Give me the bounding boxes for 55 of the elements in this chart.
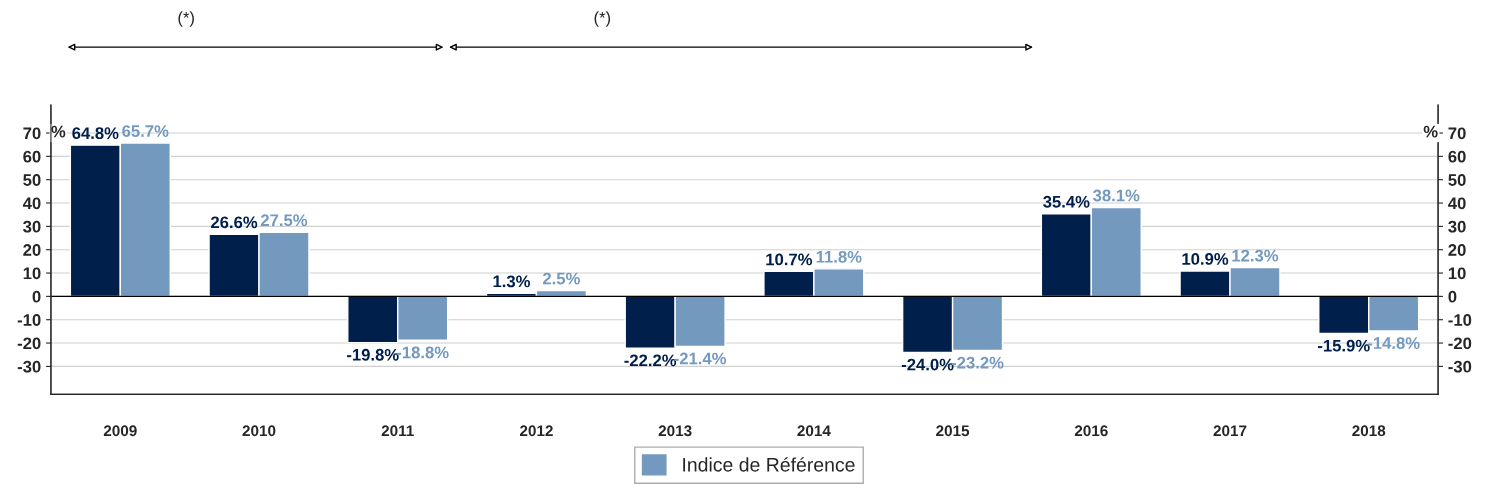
y-tick-label: 70 <box>23 127 41 140</box>
data-label: -22.2% <box>624 354 677 367</box>
y2-tick-label: 20 <box>1448 244 1466 256</box>
y-tick-label: 10 <box>23 267 41 280</box>
data-label: 65.7% <box>122 125 169 137</box>
legend-label: Indice de Référence <box>683 457 855 472</box>
y-tick-label: -10 <box>17 314 41 326</box>
data-label: 10.9% <box>1182 253 1229 265</box>
y2-tick-label: 0 <box>1448 290 1457 303</box>
data-label: 10.7% <box>766 253 813 266</box>
x-tick-label: 2011 <box>381 425 414 437</box>
x-tick-label: 2018 <box>1352 425 1386 437</box>
data-label: 38.1% <box>1093 189 1140 202</box>
data-label: 26.6% <box>210 216 258 229</box>
y-tick-label: -20 <box>17 337 41 350</box>
y-tick-label: -30 <box>17 360 41 373</box>
data-label: -14.8% <box>1367 337 1420 349</box>
data-label: 12.3% <box>1232 249 1279 262</box>
x-tick-label: 2015 <box>936 425 970 437</box>
y2-tick-label: -30 <box>1448 360 1472 373</box>
y-tick-label: 30 <box>23 220 41 233</box>
y-axis-title: % <box>51 125 66 138</box>
data-label: -15.9% <box>1318 339 1370 352</box>
y-tick-label: 60 <box>23 150 41 163</box>
data-label: 27.5% <box>260 214 308 227</box>
data-label: 1.3% <box>493 275 531 288</box>
text: (*) <box>594 11 611 27</box>
x-tick-label: 2017 <box>1213 425 1247 437</box>
y2-tick-label: 30 <box>1448 220 1466 233</box>
y2-tick-label: -10 <box>1448 314 1472 326</box>
y2-tick-label: 40 <box>1448 197 1466 210</box>
x-tick-label: 2013 <box>658 425 692 437</box>
y2-axis-title: % <box>1423 125 1438 138</box>
x-tick-label: 2016 <box>1074 425 1108 437</box>
y-tick-label: 0 <box>32 290 41 303</box>
data-label: -18.8% <box>396 346 449 359</box>
x-tick-label: 2014 <box>797 425 831 437</box>
y2-tick-label: 50 <box>1448 174 1466 186</box>
y2-tick-label: 60 <box>1448 150 1466 163</box>
y2-tick-label: 70 <box>1448 127 1466 140</box>
x-tick-label: 2012 <box>519 425 553 437</box>
data-label: -21.4% <box>674 352 727 365</box>
x-tick-label: 2009 <box>103 425 137 437</box>
y-tick-label: 40 <box>22 197 41 210</box>
data-label: -19.8% <box>347 348 399 361</box>
data-label: 64.8% <box>72 127 119 140</box>
data-label: 35.4% <box>1043 195 1090 208</box>
x-tick-label: 2010 <box>242 425 276 437</box>
y2-tick-label: 10 <box>1448 267 1466 280</box>
y-tick-label: 20 <box>23 244 41 256</box>
y-tick-label: 50 <box>23 174 41 186</box>
y2-tick-label: -20 <box>1448 337 1472 350</box>
data-label: 11.8% <box>816 250 862 263</box>
text: (*) <box>178 11 194 27</box>
data-label: 2.5% <box>542 272 580 285</box>
